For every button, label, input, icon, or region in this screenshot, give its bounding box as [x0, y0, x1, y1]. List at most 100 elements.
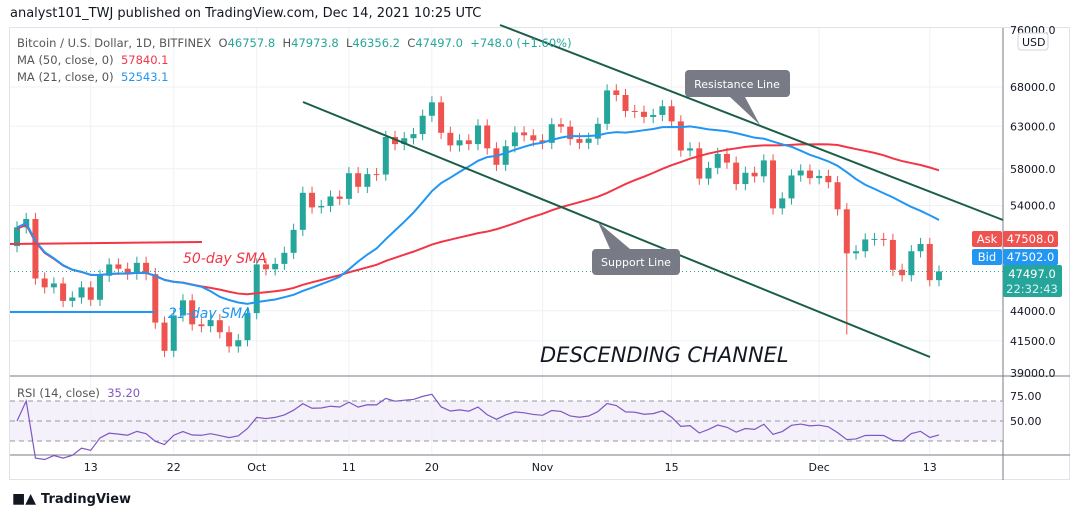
ma21-value: 52543.1 — [120, 70, 169, 84]
price-tick-label: 58000.0 — [1010, 163, 1056, 176]
candle-body — [32, 218, 39, 279]
candle-body — [539, 140, 546, 143]
candle-body — [410, 134, 417, 139]
support-callout — [592, 249, 680, 275]
ask-label: Ask — [977, 232, 998, 246]
candle-body — [650, 114, 657, 117]
candle-body — [843, 209, 850, 254]
candle-body — [96, 275, 103, 300]
currency-badge — [1017, 32, 1049, 51]
time-tick-label: 15 — [665, 461, 679, 474]
price-tick-label: 68000.0 — [1010, 81, 1056, 94]
candle-body — [723, 153, 730, 163]
rsi-value: 35.20 — [107, 386, 141, 400]
time-tick-label: Nov — [532, 461, 554, 474]
candle-body — [87, 287, 94, 300]
candle-body — [622, 94, 629, 111]
candle-body — [816, 175, 823, 179]
ask-price-bg — [1003, 231, 1058, 247]
candle-body — [198, 324, 205, 327]
l-label: L — [346, 36, 353, 50]
candle-body — [226, 332, 233, 347]
candle-body — [751, 172, 758, 177]
rsi-legend: RSI (14, close) 35.20 — [17, 385, 140, 402]
candle-body — [825, 175, 832, 183]
bar-countdown: 22:32:43 — [1006, 282, 1058, 296]
rsi-tick-label: 75.00 — [1010, 390, 1042, 403]
candle-body — [161, 322, 168, 351]
candle-body — [871, 238, 878, 240]
candle-body — [189, 300, 196, 325]
candle-body — [401, 138, 408, 145]
candle-body — [41, 278, 48, 288]
candle-body — [170, 315, 177, 351]
candle-body — [557, 124, 564, 127]
candle-body — [364, 174, 371, 187]
candle-body — [392, 136, 399, 145]
candle-body — [327, 196, 334, 206]
candle-body — [853, 251, 860, 254]
candle-body — [862, 239, 869, 252]
candle-body — [640, 111, 647, 117]
close-value: 47497.0 — [415, 36, 463, 50]
time-tick-label: Dec — [808, 461, 829, 474]
candle-body — [124, 268, 131, 274]
last-price: 47497.0 — [1008, 267, 1056, 281]
time-tick-label: 11 — [342, 461, 356, 474]
resistance-callout-text: Resistance Line — [694, 78, 780, 91]
tradingview-logo[interactable]: ■▲ TradingView — [12, 491, 131, 507]
candle-body — [834, 182, 841, 210]
candle-body — [806, 170, 813, 179]
bid-price-bg — [1003, 249, 1058, 265]
sma50-annotation: 50-day SMA — [183, 251, 267, 267]
candle-body — [668, 106, 675, 122]
candle-body — [143, 262, 150, 275]
chart-frame[interactable] — [9, 27, 1070, 480]
support-callout-text: Support Line — [601, 256, 671, 269]
candle-body — [521, 132, 528, 136]
resistance-callout-pointer — [730, 97, 760, 125]
time-tick-label: Oct — [247, 461, 267, 474]
candle-body — [336, 196, 343, 199]
open-value: 46757.8 — [227, 36, 276, 50]
candle-body — [530, 135, 537, 141]
candle-body — [797, 170, 804, 176]
rsi-label[interactable]: RSI (14, close) — [17, 386, 100, 400]
candle-body — [309, 192, 316, 208]
price-tick-label: 41500.0 — [1010, 335, 1056, 348]
time-tick-label: 13 — [84, 461, 98, 474]
ma50-label[interactable]: MA (50, close, 0) — [17, 53, 114, 67]
price-tick-label: 63000.0 — [1010, 120, 1056, 133]
candle-body — [152, 274, 159, 323]
candle-body — [345, 173, 352, 199]
candle-body — [69, 297, 76, 301]
candle-body — [262, 264, 269, 270]
legend: Bitcoin / U.S. Dollar, 1D, BITFINEX O467… — [17, 35, 572, 86]
bid-label: Bid — [978, 250, 996, 264]
ask-label-bg — [972, 231, 1002, 247]
candle-body — [511, 132, 518, 147]
ma21-label[interactable]: MA (21, close, 0) — [17, 70, 114, 84]
bid-price: 47502.0 — [1007, 250, 1055, 264]
resistance-line — [499, 24, 1004, 221]
candle-body — [235, 340, 242, 347]
candle-body — [585, 138, 592, 143]
price-tick-label: 54000.0 — [1010, 199, 1056, 212]
candle-body — [60, 283, 67, 301]
candle-body — [770, 160, 777, 209]
candle-body — [880, 238, 887, 240]
ma21-line — [16, 125, 940, 305]
candle-body — [419, 115, 426, 135]
price-tick-label: 39000.0 — [1010, 367, 1056, 380]
candle-body — [936, 271, 942, 281]
support-line — [302, 101, 931, 358]
candle-body — [889, 239, 896, 270]
candle-body — [604, 90, 611, 124]
low-value: 46356.2 — [352, 36, 400, 50]
candle-body — [318, 205, 325, 208]
currency-label: USD — [1022, 36, 1046, 49]
rsi-tick-label: 50.00 — [1010, 415, 1042, 428]
candle-body — [382, 136, 389, 175]
candle-body — [779, 198, 786, 209]
